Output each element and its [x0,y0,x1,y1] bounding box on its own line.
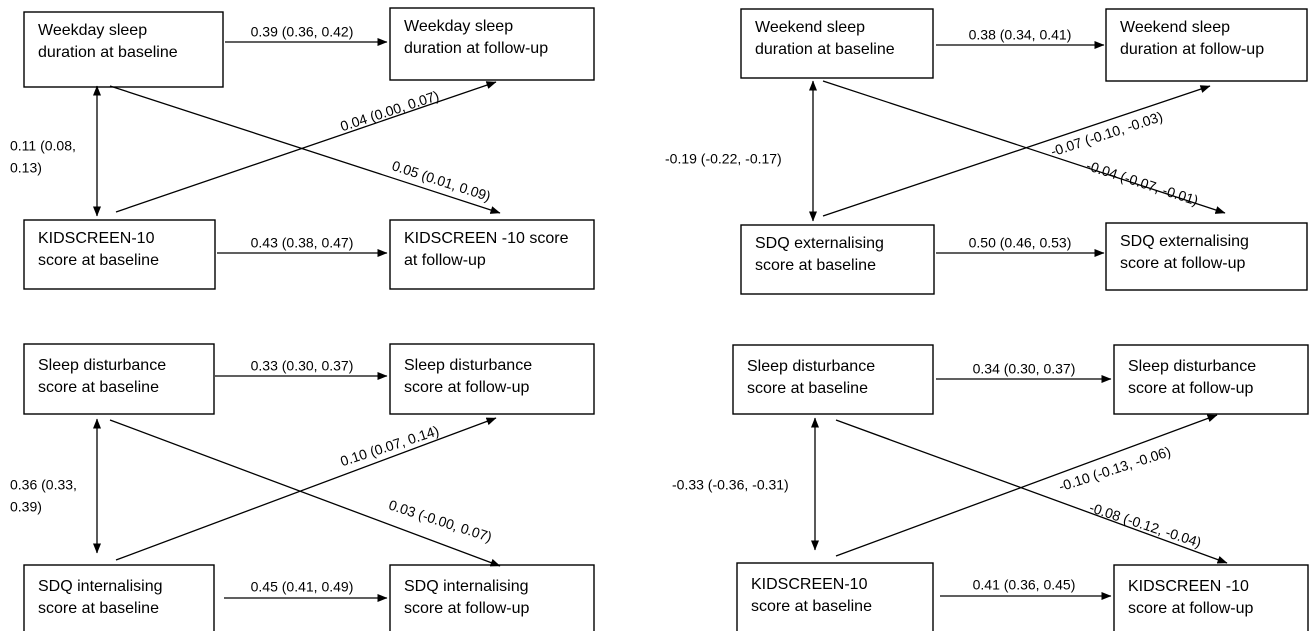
variable-box-label: Weekend sleep [755,19,865,36]
autoregressive-path-first-variable-label: 0.39 (0.36, 0.42) [251,24,354,40]
variable-box-label: duration at follow-up [404,40,548,57]
variable-box-label: score at baseline [751,598,872,615]
second-variable-follow-up-box: KIDSCREEN -10 score at follow-up [389,219,595,290]
variable-box-label: score at follow-up [1128,380,1253,397]
variable-box-label: KIDSCREEN -10 score [404,230,569,247]
cross-lagged-path-first-to-second-arrow [109,85,501,214]
cross-lagged-path-first-to-second-arrow [822,80,1226,214]
variable-box-frame [23,564,215,631]
first-variable-follow-up-box: Sleep disturbance score at follow-up [389,343,595,415]
cross-lagged-path-first-to-second-arrow [109,419,501,567]
baseline-covariance-path-label: 0.36 (0.33, [10,477,77,493]
baseline-covariance-path-label: 0.39) [10,499,42,515]
second-variable-follow-up-box: SDQ externalising score at follow-up [1105,222,1308,291]
baseline-covariance-path-label: -0.33 (-0.36, -0.31) [672,477,789,493]
variable-box-label: SDQ internalising [404,578,529,595]
second-variable-follow-up-box: SDQ internalising score at follow-up [389,564,595,631]
first-variable-follow-up-box: Sleep disturbance score at follow-up [1113,344,1309,415]
cross-lagged-path-second-to-first-label: 0.10 (0.07, 0.14) [338,422,441,469]
autoregressive-path-second-variable-label: 0.43 (0.38, 0.47) [251,235,354,251]
first-variable-follow-up-box: Weekday sleep duration at follow-up [389,7,595,81]
variable-box-frame [1113,344,1309,415]
variable-box-label: KIDSCREEN -10 [1128,578,1249,595]
variable-box-label: score at baseline [38,600,159,617]
variable-box-frame [389,219,595,290]
variable-box-label: score at follow-up [404,600,529,617]
autoregressive-path-first-variable-label: 0.34 (0.30, 0.37) [973,361,1076,377]
cross-lagged-path-first-to-second-label: -0.04 (-0.07, -0.01) [1084,157,1200,208]
autoregressive-path-second-variable-label: 0.50 (0.46, 0.53) [969,235,1072,251]
variable-box-label: score at follow-up [404,379,529,396]
cross-lagged-path-first-to-second-label: 0.05 (0.01, 0.09) [390,157,493,204]
variable-box-label: Sleep disturbance [404,357,532,374]
variable-box-label: duration at follow-up [1120,41,1264,58]
variable-box-frame [740,224,935,295]
variable-box-label: score at baseline [38,252,159,269]
variable-box-frame [1105,222,1308,291]
second-variable-baseline-box: KIDSCREEN-10 score at baseline [23,219,216,290]
second-variable-baseline-box: SDQ internalising score at baseline [23,564,215,631]
variable-box-label: KIDSCREEN-10 [38,230,155,247]
variable-box-label: SDQ externalising [1120,233,1249,250]
variable-box-frame [23,11,224,88]
variable-box-frame [1113,564,1309,631]
variable-box-label: Sleep disturbance [38,357,166,374]
variable-box-label: score at follow-up [1128,600,1253,617]
first-variable-baseline-box: Weekend sleep duration at baseline [740,8,934,79]
cross-lagged-path-second-to-first-arrow [115,417,497,561]
variable-box-label: Sleep disturbance [1128,358,1256,375]
first-variable-follow-up-box: Weekend sleep duration at follow-up [1105,8,1308,82]
variable-box-frame [389,343,595,415]
cross-lagged-path-second-to-first-arrow [835,414,1218,557]
autoregressive-path-first-variable-label: 0.38 (0.34, 0.41) [969,27,1072,43]
cross-lagged-path-second-to-first-arrow [115,81,497,213]
cross-lagged-path-second-to-first-label: -0.10 (-0.13, -0.06) [1057,443,1173,494]
variable-box-frame [23,343,215,415]
baseline-covariance-path-label: -0.19 (-0.22, -0.17) [665,151,782,167]
variable-box-label: score at baseline [755,257,876,274]
cross-lagged-path-first-to-second-arrow [835,419,1228,564]
variable-box-label: Weekday sleep [38,22,147,39]
variable-box-label: Weekday sleep [404,18,513,35]
variable-box-label: KIDSCREEN-10 [751,576,868,593]
autoregressive-path-second-variable-label: 0.45 (0.41, 0.49) [251,579,354,595]
cross-lagged-path-second-to-first-label: 0.04 (0.00, 0.07) [338,87,441,134]
cross-lagged-path-first-to-second-label: -0.08 (-0.12, -0.04) [1087,499,1203,550]
variable-box-frame [23,219,216,290]
autoregressive-path-second-variable-label: 0.41 (0.36, 0.45) [973,577,1076,593]
autoregressive-path-first-variable-label: 0.33 (0.30, 0.37) [251,358,354,374]
variable-box-label: duration at baseline [755,41,895,58]
variable-box-frame [740,8,934,79]
variable-box-label: duration at baseline [38,44,178,61]
first-variable-baseline-box: Sleep disturbance score at baseline [732,344,934,415]
variable-box-label: SDQ internalising [38,578,163,595]
baseline-covariance-path-label: 0.13) [10,160,42,176]
second-variable-baseline-box: SDQ externalising score at baseline [740,224,935,295]
variable-box-frame [389,7,595,81]
cross-lagged-path-second-to-first-arrow [822,85,1211,217]
variable-box-label: score at baseline [38,379,159,396]
variable-box-label: score at baseline [747,380,868,397]
variable-box-label: SDQ externalising [755,235,884,252]
cross-lagged-path-first-to-second-label: 0.03 (-0.00, 0.07) [387,497,494,545]
variable-box-frame [1105,8,1308,82]
variable-box-label: Weekend sleep [1120,19,1230,36]
first-variable-baseline-box: Sleep disturbance score at baseline [23,343,215,415]
variable-box-frame [389,564,595,631]
first-variable-baseline-box: Weekday sleep duration at baseline [23,11,224,88]
variable-box-frame [736,562,934,631]
variable-box-frame [732,344,934,415]
variable-box-label: at follow-up [404,252,486,269]
variable-box-label: score at follow-up [1120,255,1245,272]
second-variable-baseline-box: KIDSCREEN-10 score at baseline [736,562,934,631]
second-variable-follow-up-box: KIDSCREEN -10 score at follow-up [1113,564,1309,631]
baseline-covariance-path-label: 0.11 (0.08, [10,138,76,154]
variable-box-label: Sleep disturbance [747,358,875,375]
